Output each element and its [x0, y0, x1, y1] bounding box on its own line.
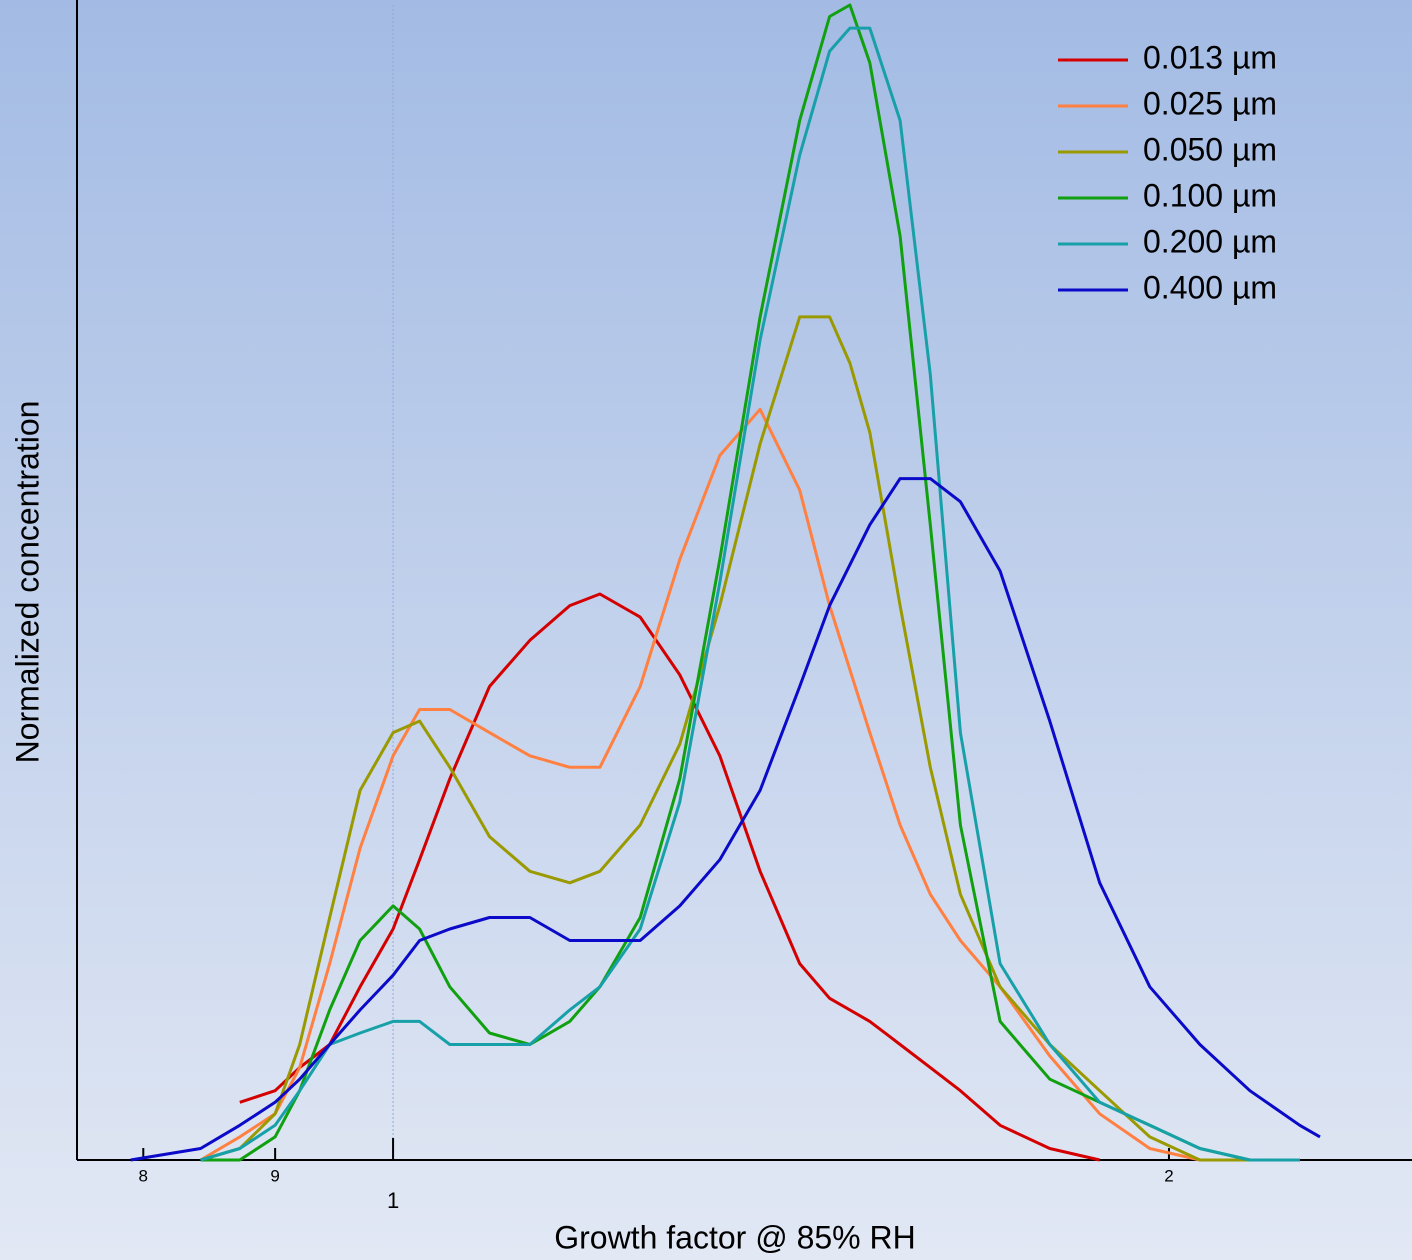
series-line — [199, 407, 1201, 1162]
y-axis-title: Normalized concentration — [9, 401, 45, 764]
x-tick-label: 9 — [270, 1166, 279, 1185]
series-line — [130, 477, 1321, 1162]
series-line — [239, 592, 1101, 1162]
series-line — [200, 26, 1300, 1162]
x-tick-label: 1 — [387, 1188, 399, 1213]
legend-label: 0.400 µm — [1143, 269, 1277, 305]
x-axis-title: Growth factor @ 85% RH — [554, 1219, 915, 1255]
legend-label: 0.013 µm — [1143, 39, 1277, 75]
legend-label: 0.100 µm — [1143, 177, 1277, 213]
legend-label: 0.050 µm — [1143, 131, 1277, 167]
x-tick-label: 2 — [1164, 1166, 1173, 1185]
legend-label: 0.200 µm — [1143, 223, 1277, 259]
series-line — [200, 3, 1300, 1162]
legend-label: 0.025 µm — [1143, 85, 1277, 121]
x-tick-label: 8 — [139, 1166, 148, 1185]
